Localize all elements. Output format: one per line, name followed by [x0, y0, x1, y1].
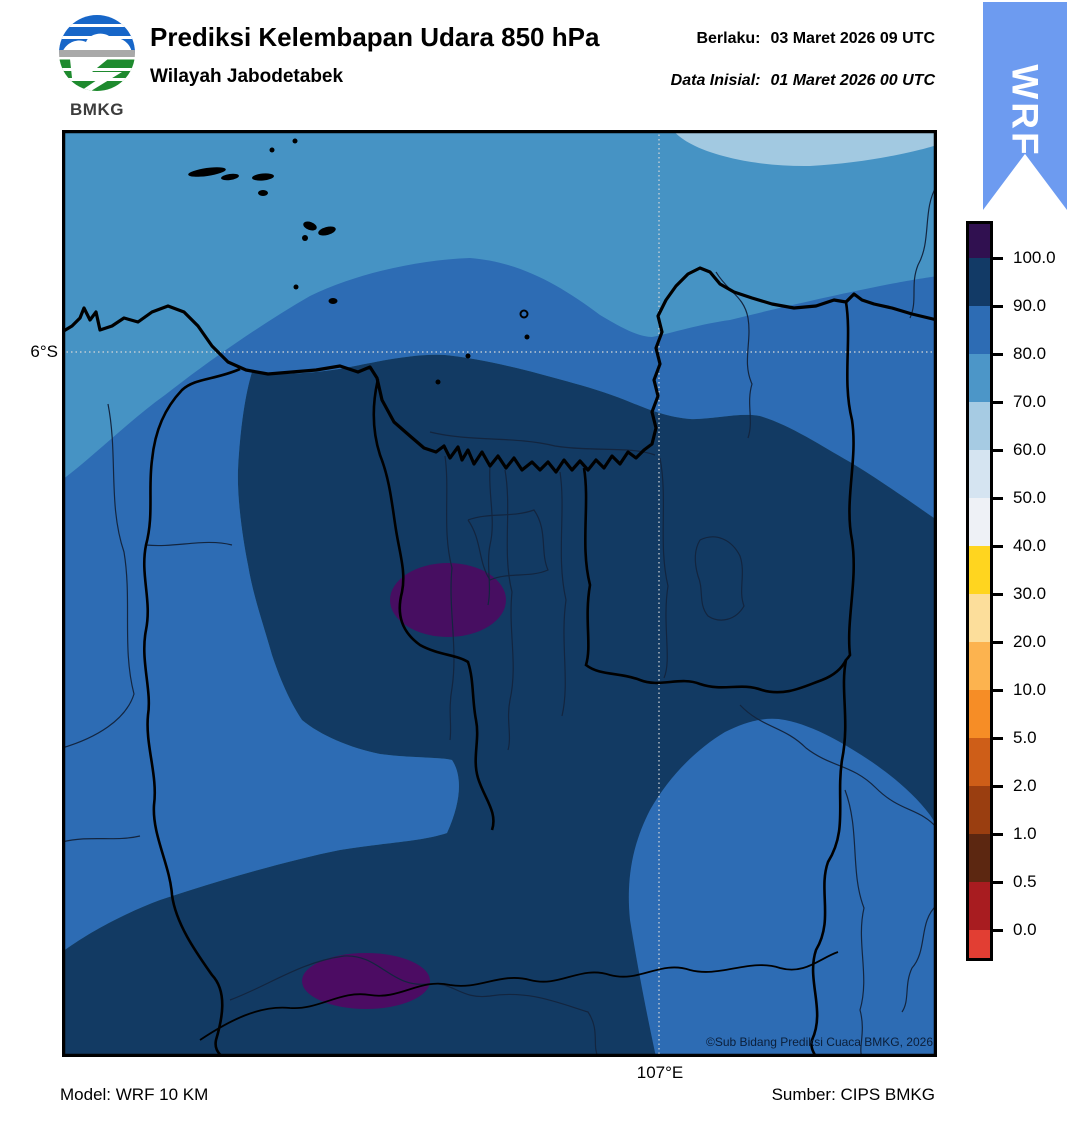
colorbar-segment	[969, 402, 990, 450]
colorbar-segment	[969, 258, 990, 306]
graticule-gridlines	[62, 130, 937, 1057]
colorbar-tick	[993, 881, 1003, 884]
colorbar-tick	[993, 401, 1003, 404]
district-boundaries	[62, 184, 937, 1057]
colorbar-segment	[969, 498, 990, 546]
colorbar-tick-label: 90.0	[1013, 296, 1047, 315]
colorbar-tick	[993, 257, 1003, 260]
colorbar-tick	[993, 737, 1003, 740]
colorbar-tick-label: 100.0	[1013, 248, 1056, 267]
colorbar-segment	[969, 642, 990, 690]
colorbar-segment	[969, 834, 990, 882]
colorbar-tick-label: 70.0	[1013, 392, 1047, 411]
colorbar-segment	[969, 930, 990, 958]
map-copyright: ©Sub Bidang Prediksi Cuaca BMKG, 2026	[706, 1035, 933, 1049]
init-time-line: Data Inisial: 01 Maret 2026 00 UTC	[671, 72, 935, 90]
colorbar-segment	[969, 690, 990, 738]
colorbar-tick	[993, 449, 1003, 452]
colorbar-tick-label: 0.0	[1013, 920, 1037, 939]
colorbar-tick	[993, 785, 1003, 788]
province-boundaries	[142, 301, 855, 1057]
humidity-core-south	[302, 953, 430, 1009]
colorbar-tick	[993, 833, 1003, 836]
colorbar-tick	[993, 545, 1003, 548]
colorbar-tick-label: 10.0	[1013, 680, 1047, 699]
data-source-label: Sumber: CIPS BMKG	[771, 1085, 935, 1104]
colorbar-segment	[969, 354, 990, 402]
colorbar-tick	[993, 689, 1003, 692]
page-subtitle: Wilayah Jabodetabek	[150, 66, 344, 87]
colorbar-tick-label: 0.5	[1013, 872, 1037, 891]
contour-band-80-90	[62, 258, 937, 952]
colorbar-tick-label: 20.0	[1013, 632, 1047, 651]
latitude-tick-label: 6°S	[30, 342, 58, 361]
contour-band-60-70	[673, 130, 937, 167]
colorbar-segment	[969, 786, 990, 834]
colorbar-segment	[969, 594, 990, 642]
colorbar-tick-label: 30.0	[1013, 584, 1047, 603]
model-info-label: Model: WRF 10 KM	[60, 1085, 209, 1104]
colorbar-tick-label: 1.0	[1013, 824, 1037, 843]
colorbar-tick	[993, 593, 1003, 596]
colorbar-tick-label: 40.0	[1013, 536, 1047, 555]
colorbar-tick	[993, 305, 1003, 308]
regency-boundary-south	[199, 951, 839, 1041]
colorbar-tick-label: 80.0	[1013, 344, 1047, 363]
init-time-value: 01 Maret 2026 00 UTC	[770, 72, 935, 89]
colorbar-segment	[969, 738, 990, 786]
colorbar-tick-label: 2.0	[1013, 776, 1037, 795]
bmkg-logo-text: BMKG	[70, 100, 124, 119]
humidity-core-center	[390, 563, 506, 637]
colorbar-segment	[969, 306, 990, 354]
colorbar-tick-label: 50.0	[1013, 488, 1047, 507]
colorbar-segment	[969, 882, 990, 930]
colorbar-segment	[969, 546, 990, 594]
contour-map	[62, 130, 937, 1057]
colorbar-tick	[993, 929, 1003, 932]
colorbar	[966, 221, 993, 961]
bmkg-logo-icon	[59, 15, 135, 91]
map-canvas	[62, 130, 937, 1057]
islands	[188, 138, 530, 385]
map-border	[62, 130, 937, 1057]
wrf-ribbon-label: WRF	[1005, 64, 1046, 158]
colorbar-tick	[993, 353, 1003, 356]
valid-time-label: Berlaku:	[696, 30, 761, 47]
colorbar-tick-label: 60.0	[1013, 440, 1047, 459]
wrf-ribbon-banner: WRF	[983, 2, 1067, 210]
colorbar-tick	[993, 497, 1003, 500]
colorbar-segment	[969, 450, 990, 498]
colorbar-tick-label: 5.0	[1013, 728, 1037, 747]
coastline	[62, 266, 937, 474]
colorbar-segment	[969, 224, 990, 258]
colorbar-tick	[993, 641, 1003, 644]
init-time-label: Data Inisial:	[670, 72, 761, 89]
valid-time-value: 03 Maret 2026 09 UTC	[770, 30, 935, 47]
bmkg-logo: BMKG	[52, 12, 142, 120]
page-title: Prediksi Kelembapan Udara 850 hPa	[150, 22, 600, 52]
longitude-tick-label: 107°E	[636, 1063, 684, 1082]
valid-time-line: Berlaku: 03 Maret 2026 09 UTC	[696, 30, 935, 48]
